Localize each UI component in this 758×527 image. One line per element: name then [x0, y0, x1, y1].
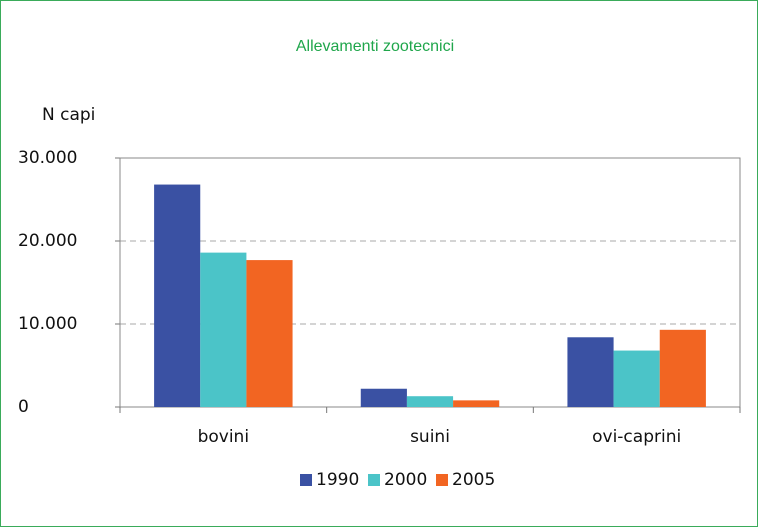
x-tick-label: ovi-caprini — [592, 427, 681, 447]
legend-label: 2000 — [384, 470, 427, 490]
bar — [659, 329, 706, 407]
y-axis-label: N capi — [42, 105, 95, 125]
legend-label: 1990 — [316, 470, 359, 490]
legend-swatch — [300, 474, 312, 486]
bar — [246, 260, 293, 407]
bar — [360, 388, 407, 407]
bar — [453, 400, 500, 407]
bar — [200, 252, 247, 407]
y-tick-label: 30.000 — [18, 148, 77, 168]
y-tick-label: 10.000 — [18, 314, 77, 334]
y-tick-label: 0 — [18, 397, 29, 417]
legend-label: 2005 — [452, 470, 495, 490]
y-tick-label: 20.000 — [18, 231, 77, 251]
bar — [406, 396, 454, 407]
bar — [567, 337, 614, 407]
legend-swatch — [368, 474, 380, 486]
x-tick-label: bovini — [198, 427, 249, 447]
legend-swatch — [436, 474, 448, 486]
chart-title: Allevamenti zootecnici — [296, 38, 454, 55]
x-tick-label: suini — [410, 427, 450, 447]
bar — [154, 184, 201, 407]
bar — [613, 350, 660, 407]
